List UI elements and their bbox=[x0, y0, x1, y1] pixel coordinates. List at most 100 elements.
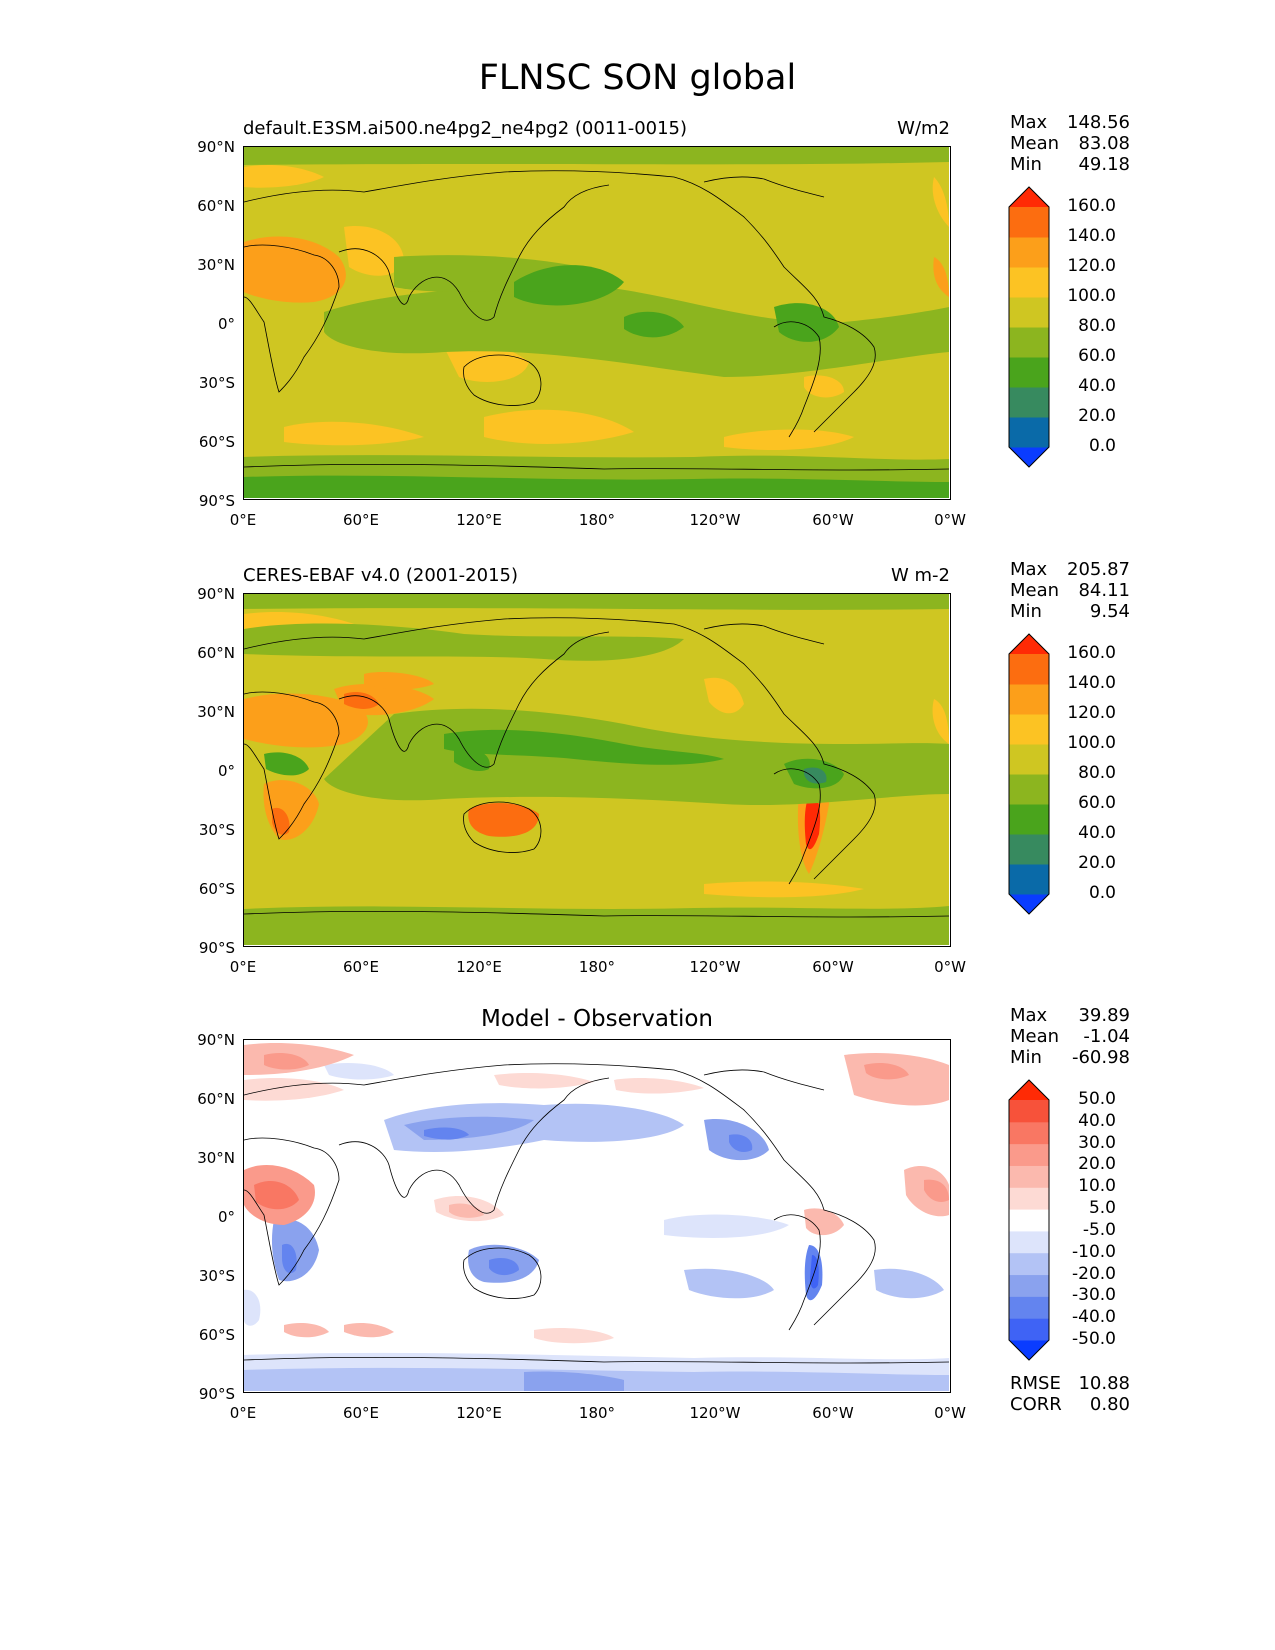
colorbar-segment bbox=[1009, 714, 1049, 745]
colorbar-segment bbox=[1009, 387, 1049, 418]
y-tick-label: 30°N bbox=[197, 703, 235, 721]
x-tick-label: 0°W bbox=[934, 958, 966, 976]
stat-max-value: 205.87 bbox=[1067, 559, 1130, 580]
colorbar-segment bbox=[1009, 1230, 1049, 1254]
colorbar-tick-label: 100.0 bbox=[1067, 733, 1116, 753]
colorbar-extend-min bbox=[1009, 894, 1049, 914]
colorbar-tick-label: 140.0 bbox=[1067, 226, 1116, 246]
stat-mean-label: Mean bbox=[1010, 580, 1060, 601]
y-tick-label: 60°S bbox=[198, 433, 235, 451]
colorbar-segment bbox=[1009, 744, 1049, 775]
x-tick-label: 120°E bbox=[456, 958, 502, 976]
y-tick-label: 60°N bbox=[197, 644, 235, 662]
y-tick-label: 30°N bbox=[197, 256, 235, 274]
colorbar-difference bbox=[1008, 1079, 1050, 1361]
stat-max-label: Max bbox=[1010, 112, 1048, 133]
x-tick-label: 180° bbox=[578, 1404, 616, 1422]
stat-min-label: Min bbox=[1010, 601, 1042, 622]
y-tick-label: 30°S bbox=[198, 821, 235, 839]
colorbar-tick-label: 20.0 bbox=[1078, 1154, 1116, 1175]
colorbar-segment bbox=[1009, 684, 1049, 715]
colorbar-segment bbox=[1009, 267, 1049, 298]
panel-title: Model - Observation bbox=[480, 1006, 714, 1032]
y-tick-label: 0° bbox=[217, 315, 235, 333]
colorbar-tick-label: -30.0 bbox=[1072, 1285, 1116, 1306]
panel-title: CERES-EBAF v4.0 (2001-2015) bbox=[243, 565, 519, 586]
colorbar-segment bbox=[1009, 834, 1049, 865]
colorbar-segment bbox=[1009, 1143, 1049, 1166]
colorbar-tick-label: 160.0 bbox=[1067, 196, 1116, 216]
x-tick-label: 60°E bbox=[342, 958, 380, 976]
y-tick-label: 60°S bbox=[198, 1326, 235, 1344]
colorbar-tick-label: 160.0 bbox=[1067, 643, 1116, 663]
x-tick-label: 60°W bbox=[812, 958, 854, 976]
colorbar-segment bbox=[1009, 1318, 1049, 1341]
colorbar-tick-label: 80.0 bbox=[1078, 763, 1116, 783]
x-tick-label: 0°E bbox=[229, 958, 257, 976]
colorbar-segment bbox=[1009, 1121, 1049, 1145]
colorbar-tick-label: 20.0 bbox=[1078, 406, 1116, 426]
y-tick-label: 0° bbox=[217, 1208, 235, 1226]
colorbar-segment bbox=[1009, 327, 1049, 358]
colorbar-tick-label: 40.0 bbox=[1078, 823, 1116, 843]
x-tick-label: 120°W bbox=[689, 958, 741, 976]
colorbar-outline bbox=[1008, 1079, 1050, 1361]
colorbar-segment bbox=[1009, 207, 1049, 238]
colorbar-outline bbox=[1008, 186, 1050, 468]
colorbar-segment bbox=[1009, 357, 1049, 388]
x-tick-label: 0°E bbox=[229, 1404, 257, 1422]
stat-mean-value: 84.11 bbox=[1078, 580, 1130, 601]
figure-title: FLNSC SON global bbox=[478, 58, 797, 98]
colorbar-tick-label: 100.0 bbox=[1067, 286, 1116, 306]
stat-max-value: 148.56 bbox=[1067, 112, 1130, 133]
stat-mean-label: Mean bbox=[1010, 133, 1060, 154]
colorbar-outline bbox=[1008, 633, 1050, 915]
stat-min-value: 9.54 bbox=[1089, 601, 1130, 622]
colorbar-tick-label: 0.0 bbox=[1088, 883, 1116, 903]
colorbar-tick-label: 140.0 bbox=[1067, 673, 1116, 693]
colorbar-tick-label: 120.0 bbox=[1067, 256, 1116, 276]
colorbar-segment bbox=[1009, 774, 1049, 805]
map-observation bbox=[243, 593, 951, 947]
y-tick-label: 90°S bbox=[198, 492, 235, 510]
colorbar-tick-label: -50.0 bbox=[1072, 1329, 1116, 1349]
colorbar-segment bbox=[1009, 417, 1049, 448]
colorbar-tick-label: 20.0 bbox=[1078, 853, 1116, 873]
colorbar-segment bbox=[1009, 864, 1049, 895]
colorbar-segment bbox=[1009, 1209, 1049, 1232]
x-tick-label: 60°E bbox=[342, 1404, 380, 1422]
stat-min-value: -60.98 bbox=[1071, 1047, 1130, 1068]
panel-units: W m-2 bbox=[890, 565, 950, 586]
x-tick-label: 180° bbox=[578, 958, 616, 976]
colorbar-tick-label: 40.0 bbox=[1078, 376, 1116, 396]
stat-corr-label: CORR bbox=[1010, 1394, 1062, 1415]
y-tick-label: 90°N bbox=[197, 585, 235, 603]
colorbar-tick-label: 10.0 bbox=[1078, 1176, 1116, 1197]
colorbar-segment bbox=[1009, 1296, 1049, 1319]
map-model bbox=[243, 146, 951, 500]
colorbar-extend-max bbox=[1009, 1080, 1049, 1100]
colorbar-tick-label: 0.0 bbox=[1088, 436, 1116, 456]
stat-mean-value: 83.08 bbox=[1078, 133, 1130, 154]
x-tick-label: 180° bbox=[578, 511, 616, 529]
x-tick-label: 60°W bbox=[812, 511, 854, 529]
panel-units: W/m2 bbox=[897, 118, 950, 139]
colorbar-extend-max bbox=[1009, 634, 1049, 654]
x-tick-label: 60°E bbox=[342, 511, 380, 529]
colorbar-segment bbox=[1009, 654, 1049, 685]
colorbar-segment bbox=[1009, 1100, 1049, 1123]
y-tick-label: 90°S bbox=[198, 1385, 235, 1403]
colorbar-tick-label: -10.0 bbox=[1072, 1241, 1116, 1262]
stat-max-label: Max bbox=[1010, 1005, 1048, 1026]
y-tick-label: 60°S bbox=[198, 880, 235, 898]
colorbar-tick-label: 60.0 bbox=[1078, 793, 1116, 813]
x-tick-label: 120°W bbox=[689, 1404, 741, 1422]
x-tick-label: 120°E bbox=[456, 511, 502, 529]
colorbar-segment bbox=[1009, 237, 1049, 268]
y-tick-label: 90°S bbox=[198, 939, 235, 957]
y-tick-label: 60°N bbox=[197, 1090, 235, 1108]
y-tick-label: 90°N bbox=[197, 1031, 235, 1049]
y-tick-label: 60°N bbox=[197, 197, 235, 215]
map-difference bbox=[243, 1039, 951, 1393]
colorbar-segment bbox=[1009, 1165, 1049, 1188]
